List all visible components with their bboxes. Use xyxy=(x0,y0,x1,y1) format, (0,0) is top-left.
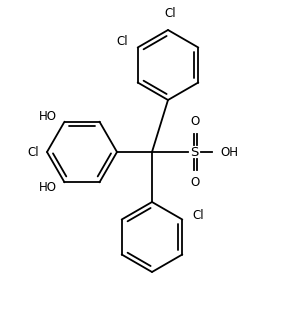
Text: HO: HO xyxy=(39,181,57,194)
Text: Cl: Cl xyxy=(116,35,128,48)
Text: O: O xyxy=(190,115,200,128)
Text: O: O xyxy=(190,176,200,189)
Text: Cl: Cl xyxy=(164,7,176,20)
Text: S: S xyxy=(190,146,198,158)
Text: OH: OH xyxy=(220,146,238,158)
Text: HO: HO xyxy=(39,110,57,123)
Text: Cl: Cl xyxy=(192,209,204,222)
Text: Cl: Cl xyxy=(27,146,39,158)
